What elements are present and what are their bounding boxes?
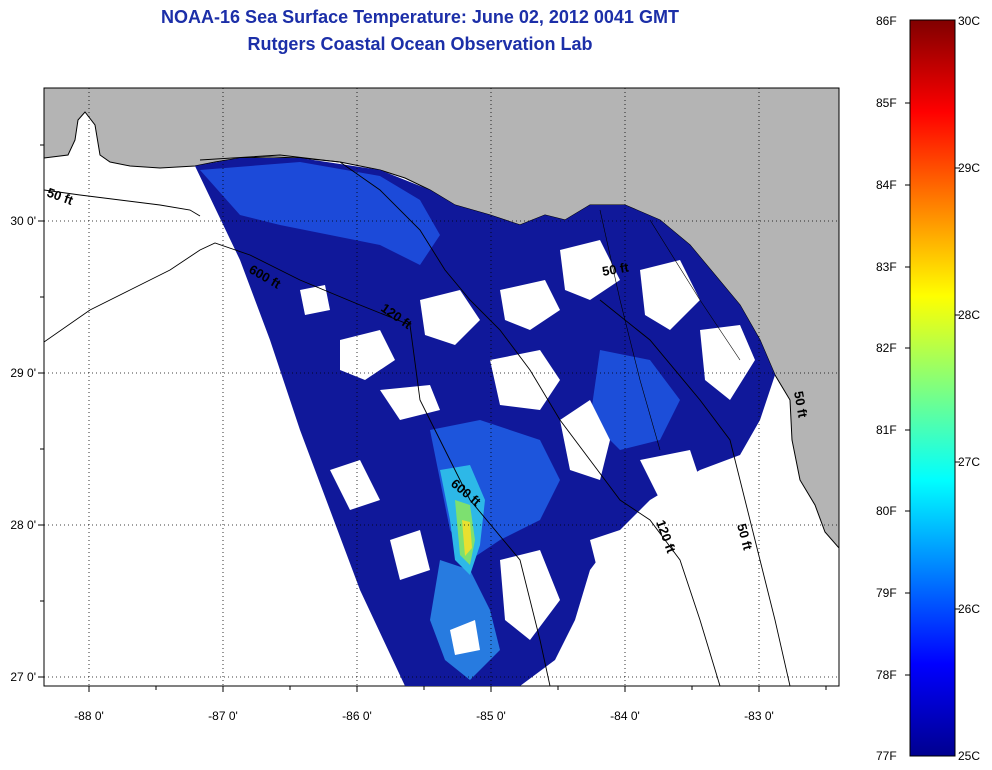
colorbar-c-label: 26C — [958, 602, 981, 616]
contour-label: 50 ft — [791, 390, 811, 420]
lon-label: -84 0' — [610, 709, 640, 723]
sst-patch-east — [590, 350, 680, 450]
depth-contours — [44, 154, 791, 686]
colorbar-c-label: 28C — [958, 308, 981, 322]
colorbar-c-label: 27C — [958, 455, 981, 469]
cloud-gaps — [300, 240, 755, 655]
colorbar-c-label: 29C — [958, 161, 981, 175]
land-borders — [599, 209, 741, 451]
tick-marks — [38, 144, 827, 692]
lat-label: 30 0' — [10, 214, 36, 228]
contour-label: 50 ft — [734, 522, 756, 552]
colorbar-f-label: 84F — [876, 178, 897, 192]
colorbar — [909, 19, 956, 757]
map-title: NOAA-16 Sea Surface Temperature: June 02… — [161, 7, 679, 27]
colorbar-c-label: 25C — [958, 749, 981, 763]
colorbar-f-label: 81F — [876, 423, 897, 437]
lon-label: -88 0' — [74, 709, 104, 723]
lat-label: 27 0' — [10, 670, 36, 684]
gridlines — [44, 88, 839, 686]
lon-label: -86 0' — [342, 709, 372, 723]
colorbar-f-label: 82F — [876, 341, 897, 355]
lat-label: 29 0' — [10, 366, 36, 380]
sst-warm-peak — [462, 520, 472, 556]
colorbar-f-label: 86F — [876, 14, 897, 28]
colorbar-f-label: 83F — [876, 260, 897, 274]
lon-label: -83 0' — [744, 709, 774, 723]
sst-patch-south — [430, 560, 500, 680]
colorbar-f-label: 85F — [876, 96, 897, 110]
colorbar-ticks — [905, 102, 960, 676]
lat-label: 28 0' — [10, 518, 36, 532]
colorbar-f-label: 79F — [876, 586, 897, 600]
contour-label: 50 ft — [601, 259, 631, 279]
colorbar-f-label: 78F — [876, 668, 897, 682]
sst-patch-north — [200, 162, 440, 265]
lon-label: -87 0' — [208, 709, 238, 723]
map-subtitle: Rutgers Coastal Ocean Observation Lab — [247, 34, 593, 54]
colorbar-f-label: 77F — [876, 749, 897, 763]
title-block: NOAA-16 Sea Surface Temperature: June 02… — [0, 4, 840, 58]
colorbar-c-label: 30C — [958, 14, 981, 28]
colorbar-f-label: 80F — [876, 504, 897, 518]
lon-label: -85 0' — [476, 709, 506, 723]
